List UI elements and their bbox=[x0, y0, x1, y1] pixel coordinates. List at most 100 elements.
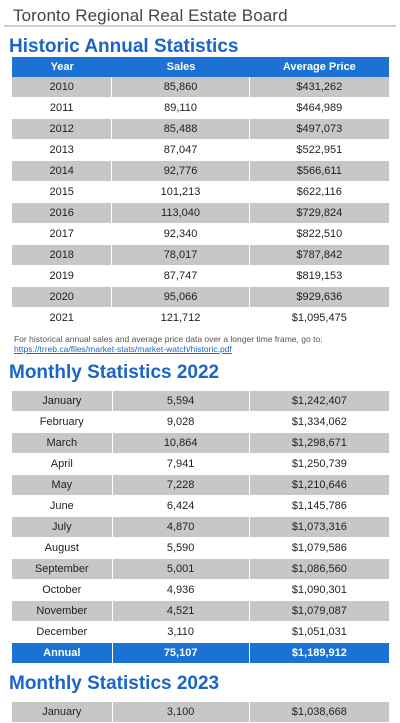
table-cell: 4,870 bbox=[112, 517, 250, 538]
table-row: 2016 113,040 $729,824 bbox=[12, 203, 389, 224]
table-cell: 5,594 bbox=[112, 391, 250, 412]
table-cell: $1,095,475 bbox=[249, 308, 389, 329]
table-cell: April bbox=[12, 454, 113, 475]
table-cell: $431,262 bbox=[249, 77, 389, 98]
table-cell: 5,590 bbox=[112, 538, 250, 559]
table-cell: May bbox=[12, 475, 113, 496]
table-cell: 87,747 bbox=[112, 266, 250, 287]
table-cell: $1,073,316 bbox=[249, 517, 389, 538]
table-row: October 4,936 $1,090,301 bbox=[12, 580, 389, 601]
annual-cell: 75,107 bbox=[112, 643, 250, 664]
table-cell: 2013 bbox=[12, 140, 113, 161]
table-row: September 5,001 $1,086,560 bbox=[12, 559, 389, 580]
table-cell: 2018 bbox=[12, 245, 113, 266]
header-average-price: Average Price bbox=[249, 57, 389, 77]
table-cell: July bbox=[12, 517, 113, 538]
table-row: March 10,864 $1,298,671 bbox=[12, 433, 389, 454]
table-cell: 2015 bbox=[12, 182, 113, 203]
table-cell: $1,038,668 bbox=[249, 702, 389, 723]
table-cell: $522,951 bbox=[249, 140, 389, 161]
table-row: February 9,028 $1,334,062 bbox=[12, 412, 389, 433]
table-cell: $729,824 bbox=[249, 203, 389, 224]
table-cell: 2020 bbox=[12, 287, 113, 308]
table-row: December 3,110 $1,051,031 bbox=[12, 622, 389, 643]
historic-header-row: Year Sales Average Price bbox=[12, 57, 389, 77]
table-cell: $1,079,087 bbox=[249, 601, 389, 622]
table-cell: 3,100 bbox=[112, 702, 250, 723]
table-cell: $1,210,646 bbox=[249, 475, 389, 496]
header-sales: Sales bbox=[112, 57, 250, 77]
table-cell: $1,242,407 bbox=[249, 391, 389, 412]
table-cell: $1,334,062 bbox=[249, 412, 389, 433]
table-row: January 5,594 $1,242,407 bbox=[12, 391, 389, 412]
table-row: 2017 92,340 $822,510 bbox=[12, 224, 389, 245]
table-cell: October bbox=[12, 580, 113, 601]
table-cell: 2017 bbox=[12, 224, 113, 245]
table-row: 2018 78,017 $787,842 bbox=[12, 245, 389, 266]
table-cell: 113,040 bbox=[112, 203, 250, 224]
table-cell: January bbox=[12, 702, 113, 723]
table-row: 2015 101,213 $622,116 bbox=[12, 182, 389, 203]
table-cell: March bbox=[12, 433, 113, 454]
table-cell: 3,110 bbox=[112, 622, 250, 643]
table-cell: $1,298,671 bbox=[249, 433, 389, 454]
table-row: June 6,424 $1,145,786 bbox=[12, 496, 389, 517]
table-cell: November bbox=[12, 601, 113, 622]
monthly-2023-table: January 3,100 $1,038,668 bbox=[12, 702, 389, 723]
table-row: 2012 85,488 $497,073 bbox=[12, 119, 389, 140]
table-cell: 2011 bbox=[12, 98, 113, 119]
table-cell: 101,213 bbox=[112, 182, 250, 203]
table-row: July 4,870 $1,073,316 bbox=[12, 517, 389, 538]
annual-cell: $1,189,912 bbox=[249, 643, 389, 664]
table-row: May 7,228 $1,210,646 bbox=[12, 475, 389, 496]
table-cell: $1,250,739 bbox=[249, 454, 389, 475]
table-cell: 85,488 bbox=[112, 119, 250, 140]
historic-table: Year Sales Average Price 2010 85,860 $431,… bbox=[12, 57, 389, 329]
table-row: 2019 87,747 $819,153 bbox=[12, 266, 389, 287]
table-cell: 78,017 bbox=[112, 245, 250, 266]
table-cell: February bbox=[12, 412, 113, 433]
monthly-2022-title: Monthly Statistics 2022 bbox=[9, 362, 220, 383]
table-cell: $1,079,586 bbox=[249, 538, 389, 559]
table-cell: $819,153 bbox=[249, 266, 389, 287]
table-row: 2010 85,860 $431,262 bbox=[12, 77, 389, 98]
table-row: 2011 89,110 $464,989 bbox=[12, 98, 389, 119]
table-cell: $1,090,301 bbox=[249, 580, 389, 601]
table-cell: 6,424 bbox=[112, 496, 250, 517]
table-cell: 7,941 bbox=[112, 454, 250, 475]
table-cell: June bbox=[12, 496, 113, 517]
historic-title: Historic Annual Statistics bbox=[9, 36, 239, 57]
monthly-2022-table: January 5,594 $1,242,407 February 9,028 $1,33… bbox=[12, 391, 389, 664]
table-cell: 85,860 bbox=[112, 77, 250, 98]
table-cell: January bbox=[12, 391, 113, 412]
table-cell: $566,611 bbox=[249, 161, 389, 182]
annual-total-row: Annual 75,107 $1,189,912 bbox=[12, 643, 389, 664]
table-cell: 5,001 bbox=[112, 559, 250, 580]
table-cell: 2014 bbox=[12, 161, 113, 182]
annual-cell: Annual bbox=[12, 643, 113, 664]
table-cell: 2016 bbox=[12, 203, 113, 224]
table-cell: 10,864 bbox=[112, 433, 250, 454]
table-row: January 3,100 $1,038,668 bbox=[12, 702, 389, 723]
table-cell: September bbox=[12, 559, 113, 580]
table-cell: 2019 bbox=[12, 266, 113, 287]
table-cell: $497,073 bbox=[249, 119, 389, 140]
table-cell: 2012 bbox=[12, 119, 113, 140]
table-cell: 87,047 bbox=[112, 140, 250, 161]
table-cell: 4,936 bbox=[112, 580, 250, 601]
historic-pdf-link[interactable]: https://trreb.ca/files/market-stats/mark… bbox=[14, 344, 232, 354]
table-cell: 92,776 bbox=[112, 161, 250, 182]
table-row: April 7,941 $1,250,739 bbox=[12, 454, 389, 475]
table-cell: $1,145,786 bbox=[249, 496, 389, 517]
table-row: 2013 87,047 $522,951 bbox=[12, 140, 389, 161]
table-row: November 4,521 $1,079,087 bbox=[12, 601, 389, 622]
note-text: For historical annual sales and average … bbox=[14, 334, 323, 344]
table-cell: 92,340 bbox=[112, 224, 250, 245]
table-cell: August bbox=[12, 538, 113, 559]
table-cell: 2010 bbox=[12, 77, 113, 98]
table-cell: 95,066 bbox=[112, 287, 250, 308]
table-cell: $464,989 bbox=[249, 98, 389, 119]
table-cell: $1,051,031 bbox=[249, 622, 389, 643]
table-row: 2014 92,776 $566,611 bbox=[12, 161, 389, 182]
table-cell: December bbox=[12, 622, 113, 643]
